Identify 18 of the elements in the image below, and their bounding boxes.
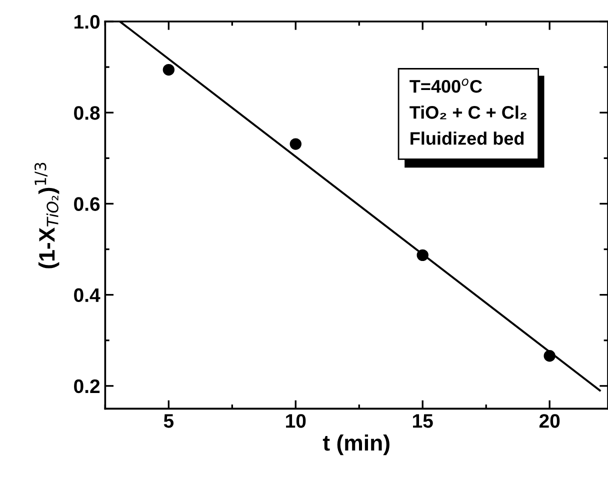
y-axis-title: (1-X$_{TiO₂}$)$^{1/3}$ — [34, 162, 60, 268]
x-tick-label: 20 — [539, 414, 560, 428]
annotation: T=400$^{o}$C — [410, 78, 482, 93]
x-tick-label: 15 — [413, 414, 433, 428]
y-tick-label: 0.6 — [74, 197, 100, 211]
point — [290, 138, 302, 150]
y-tick-label: 0.4 — [74, 288, 100, 302]
point — [416, 249, 428, 262]
point — [544, 350, 556, 362]
y-tick-label: 0.8 — [74, 106, 100, 120]
annotation: TiO₂ + C + Cl₂ — [410, 106, 527, 120]
annotation: Fluidized bed — [410, 132, 524, 145]
point — [162, 64, 175, 76]
x-axis-title: t (min) — [322, 434, 390, 456]
x-tick-label: 5 — [164, 414, 174, 428]
y-tick-label: 0.2 — [74, 379, 100, 394]
y-tick-label: 1.0 — [74, 14, 100, 29]
x-tick-label: 10 — [286, 414, 306, 428]
